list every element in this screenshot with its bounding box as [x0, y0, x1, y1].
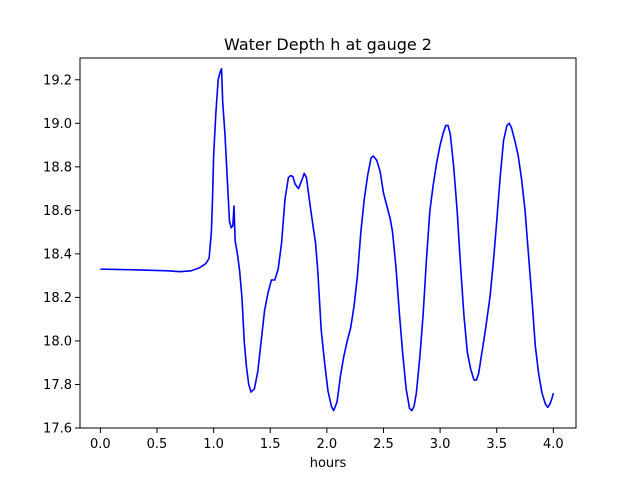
x-tick-label: 2.0: [317, 437, 338, 452]
y-tick-label: 18.0: [43, 334, 72, 349]
x-axis: 0.0 0.5 1.0 1.5 2.0 2.5 3.0 3.5 4.0: [90, 428, 564, 452]
y-tick-label: 18.8: [43, 160, 72, 175]
chart-title: Water Depth h at gauge 2: [224, 35, 432, 54]
y-tick-label: 18.2: [43, 291, 72, 306]
y-tick-label: 17.8: [43, 378, 72, 393]
y-tick-label: 18.6: [43, 204, 72, 219]
x-tick-label: 3.5: [486, 437, 507, 452]
x-tick-label: 3.0: [430, 437, 451, 452]
plot-area: [100, 68, 555, 412]
y-tick-label: 19.2: [43, 73, 72, 88]
x-tick-label: 2.5: [373, 437, 394, 452]
x-tick-label: 0.5: [147, 437, 168, 452]
x-tick-label: 4.0: [543, 437, 564, 452]
y-tick-label: 18.4: [43, 247, 72, 262]
series-line-0: [100, 68, 555, 412]
y-tick-label: 17.6: [43, 422, 72, 437]
x-tick-label: 1.5: [260, 437, 281, 452]
x-tick-label: 1.0: [203, 437, 224, 452]
y-tick-label: 19.0: [43, 117, 72, 132]
x-axis-label: hours: [310, 456, 347, 471]
x-tick-label: 0.0: [90, 437, 111, 452]
y-axis: 17.6 17.8 18.0 18.2 18.4 18.6 18.8 19.0 19.2: [43, 73, 80, 437]
axes-frame: [79, 57, 577, 429]
